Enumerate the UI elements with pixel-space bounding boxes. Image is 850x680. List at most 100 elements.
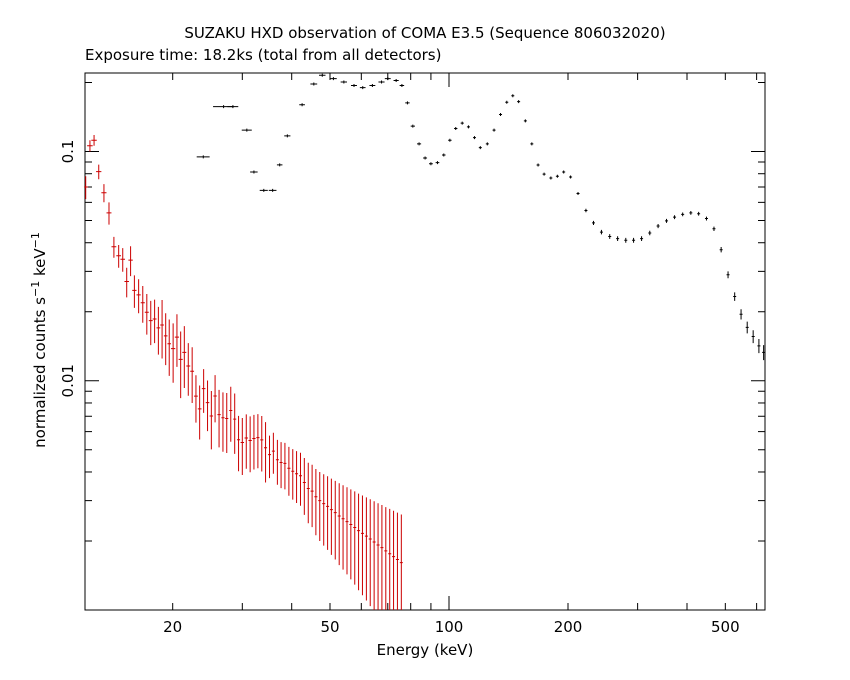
data-point xyxy=(241,128,252,132)
data-point xyxy=(665,218,669,223)
data-point xyxy=(704,216,708,221)
data-point xyxy=(762,345,766,361)
data-point xyxy=(726,271,730,279)
data-point xyxy=(542,172,546,176)
data-point xyxy=(178,331,183,399)
data-point xyxy=(369,84,376,88)
data-point xyxy=(624,237,628,243)
data-point xyxy=(319,73,326,77)
data-point xyxy=(233,393,237,454)
data-point xyxy=(673,215,677,220)
data-point xyxy=(221,392,225,452)
data-point xyxy=(388,508,392,610)
data-point xyxy=(648,230,652,236)
data-point xyxy=(186,343,191,396)
data-point xyxy=(291,449,295,500)
data-point xyxy=(330,77,337,81)
data-point xyxy=(244,414,248,469)
data-point xyxy=(209,391,214,450)
data-point xyxy=(599,229,603,235)
data-point xyxy=(298,452,302,506)
data-point xyxy=(116,244,122,268)
data-point xyxy=(640,236,644,241)
data-point xyxy=(429,162,433,166)
plot-frame xyxy=(84,72,766,611)
data-point xyxy=(616,236,620,241)
data-point xyxy=(148,300,153,346)
data-point xyxy=(302,458,306,515)
y-axis-label-exp2: −1 xyxy=(29,232,42,248)
data-point xyxy=(283,442,287,490)
axis-ticks xyxy=(85,73,765,611)
data-point xyxy=(295,451,299,503)
data-point xyxy=(364,497,368,601)
data-point xyxy=(739,309,743,320)
data-point xyxy=(256,414,260,469)
data-point xyxy=(268,188,277,192)
data-point xyxy=(106,202,112,225)
data-point xyxy=(569,175,573,179)
data-point xyxy=(360,495,364,596)
data-point xyxy=(252,414,256,470)
data-point xyxy=(384,507,388,610)
data-point xyxy=(260,415,264,472)
data-point xyxy=(156,306,161,355)
data-point xyxy=(656,223,660,229)
y-axis-label-exp1: −1 xyxy=(29,281,42,297)
data-point xyxy=(264,422,268,483)
x-tick-label: 100 xyxy=(435,618,464,636)
data-point xyxy=(345,487,349,575)
data-point xyxy=(91,135,97,146)
data-point xyxy=(357,493,361,591)
x-axis-label: Energy (keV) xyxy=(377,641,474,659)
data-point xyxy=(712,226,716,231)
data-point xyxy=(380,505,384,610)
data-point xyxy=(511,94,515,98)
x-tick-label: 200 xyxy=(554,618,583,636)
data-point xyxy=(197,385,202,440)
data-point xyxy=(259,188,268,192)
data-point xyxy=(591,220,595,225)
data-point xyxy=(310,464,314,528)
data-point xyxy=(87,140,93,152)
data-point xyxy=(227,105,239,109)
data-point xyxy=(372,501,376,610)
data-point xyxy=(584,208,588,213)
chart-title: SUZAKU HXD observation of COMA E3.5 (Seq… xyxy=(184,24,665,42)
data-point xyxy=(417,142,422,146)
data-point xyxy=(284,134,291,138)
data-point xyxy=(96,164,102,180)
data-point xyxy=(492,128,496,132)
data-point xyxy=(101,184,107,203)
data-point xyxy=(340,80,347,84)
data-point xyxy=(170,323,176,383)
data-point xyxy=(466,125,470,129)
data-point xyxy=(608,234,612,239)
data-point xyxy=(460,121,464,125)
data-point xyxy=(167,319,171,376)
y-axis-label-mid: keV xyxy=(31,248,49,281)
data-point xyxy=(472,136,476,140)
data-point xyxy=(395,512,399,610)
data-point xyxy=(322,474,326,546)
data-point xyxy=(201,369,206,413)
data-point xyxy=(368,499,372,607)
data-point xyxy=(517,100,521,104)
series-2 xyxy=(84,135,403,610)
data-point xyxy=(196,155,210,159)
data-point xyxy=(237,415,241,472)
data-point xyxy=(140,286,145,323)
data-point xyxy=(314,469,318,536)
data-point xyxy=(719,247,723,253)
data-point xyxy=(435,161,440,165)
data-point xyxy=(350,84,357,88)
data-point xyxy=(576,191,580,195)
data-point xyxy=(733,292,737,301)
data-point xyxy=(499,113,503,117)
data-point xyxy=(349,489,353,580)
data-point xyxy=(536,163,540,167)
data-point xyxy=(555,174,559,178)
data-point xyxy=(399,514,403,610)
data-point xyxy=(757,339,761,354)
